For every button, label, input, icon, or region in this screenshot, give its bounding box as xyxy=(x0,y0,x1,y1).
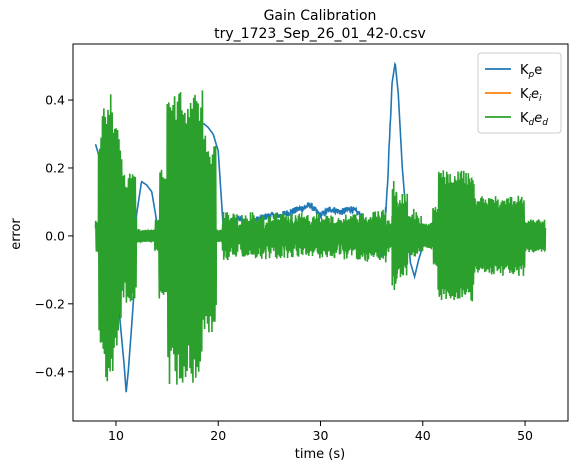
series-kded-line xyxy=(94,90,547,385)
y-axis-ticks: −0.4 −0.2 0.0 0.2 0.4 xyxy=(35,93,73,379)
legend: Kpe Kiei Kded xyxy=(477,52,562,134)
x-axis-label: time (s) xyxy=(295,447,345,462)
y-axis-label: error xyxy=(9,218,24,250)
x-tick-label: 30 xyxy=(313,428,329,443)
y-tick-label: −0.2 xyxy=(35,296,65,311)
plot-area xyxy=(94,61,547,393)
chart-subtitle: try_1723_Sep_26_01_42-0.csv xyxy=(214,26,426,42)
legend-entry-label: Kded xyxy=(520,111,548,128)
x-tick-label: 20 xyxy=(210,428,226,443)
x-tick-label: 50 xyxy=(517,428,533,443)
y-tick-label: 0.2 xyxy=(45,160,65,175)
x-axis-ticks: 10 20 30 40 50 xyxy=(108,421,533,443)
legend-box xyxy=(477,52,562,134)
legend-entry-label: Kpe xyxy=(520,63,542,80)
y-tick-label: 0.0 xyxy=(45,228,65,243)
x-tick-label: 40 xyxy=(415,428,431,443)
y-tick-label: 0.4 xyxy=(45,93,65,108)
chart-title: Gain Calibration xyxy=(264,8,377,24)
legend-entry-label: Kiei xyxy=(520,87,542,104)
x-tick-label: 10 xyxy=(108,428,124,443)
y-tick-label: −0.4 xyxy=(35,364,65,379)
